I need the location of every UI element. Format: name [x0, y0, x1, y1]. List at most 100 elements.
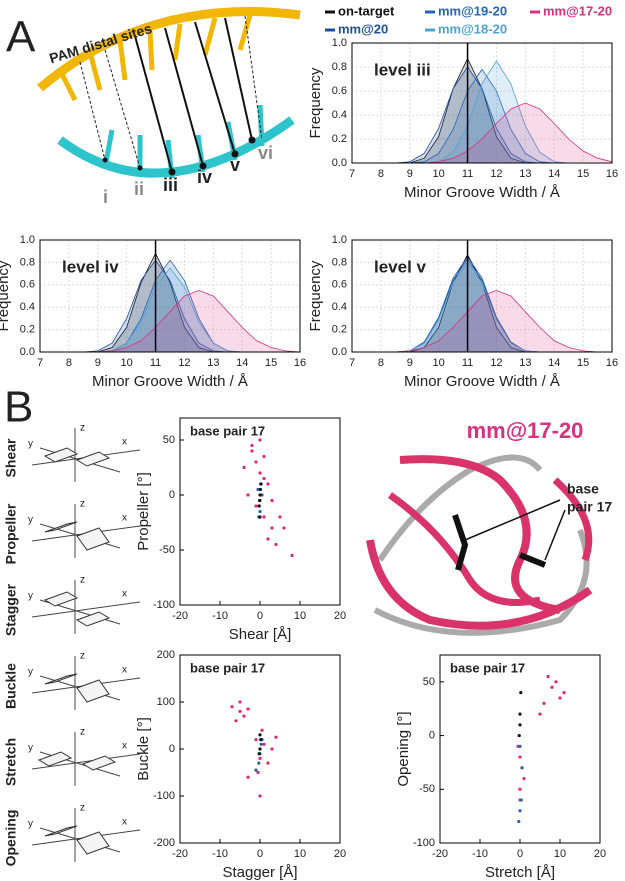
scatter-point [538, 712, 542, 716]
x-tick-label: 12 [490, 168, 502, 180]
plate [43, 591, 79, 607]
axis-letter: x [122, 513, 127, 524]
x-tick-label: 14 [548, 357, 560, 369]
structure-title: mm@17-20 [467, 418, 584, 443]
scatter-point [234, 719, 238, 723]
plate [44, 673, 78, 685]
x-tick-label: -20 [172, 610, 188, 622]
x-tick-label: 9 [407, 168, 413, 180]
x-tick-label: 16 [294, 357, 306, 369]
y-axis-label: Frequency [0, 260, 12, 331]
y-axis-label: Opening [°] [395, 711, 412, 786]
x-axis-label: Stagger [Å] [222, 864, 297, 881]
plot-frame [179, 417, 341, 606]
y-tick-label: 0.0 [332, 346, 347, 358]
scatter-point [520, 766, 524, 770]
plot-frame [351, 42, 613, 164]
x-tick-label: 12 [178, 357, 190, 369]
y-tick-label: 0.8 [332, 256, 347, 268]
scatter-point [242, 465, 246, 470]
scatter-point [246, 707, 250, 711]
x-tick-label: 11 [462, 168, 473, 180]
scatter-point [258, 515, 262, 519]
x-axis-label: Stretch [Å] [485, 864, 555, 881]
axis-line [31, 601, 141, 618]
scatter-point [254, 738, 258, 742]
scatter-point [274, 542, 278, 547]
x-tick-label: 13 [519, 168, 531, 180]
plate [75, 611, 111, 627]
x-tick-label: 16 [606, 168, 618, 180]
parameter-label: Shear [3, 438, 19, 477]
scatter-point [266, 482, 270, 486]
x-tick-label: 0 [517, 848, 523, 860]
scatter-point [238, 709, 242, 714]
y-tick-label: 0.8 [332, 61, 347, 73]
scatter-point [518, 712, 522, 716]
y-tick-label: 0.6 [332, 279, 347, 291]
legend-label: mm@18-20 [438, 21, 507, 36]
scatter-point [522, 776, 526, 781]
scatter-point [258, 794, 262, 798]
x-tick-label: 16 [606, 357, 618, 369]
y-tick-label: 0.6 [332, 85, 347, 97]
y-tick-label: 200 [157, 649, 175, 661]
annotation: base pair 17 [190, 660, 265, 675]
scatter-point [262, 515, 266, 519]
y-tick-label: 0.4 [332, 109, 347, 121]
scatter-point [290, 553, 294, 558]
annotation: base pair 17 [450, 660, 525, 675]
y-tick-label: -100 [413, 837, 435, 849]
x-axis-label: Minor Groove Width / Å [404, 184, 560, 201]
x-tick-label: 9 [407, 357, 413, 369]
y-tick-label: 0.2 [20, 324, 35, 336]
x-tick-label: 20 [334, 848, 346, 860]
axis-letter: y [28, 743, 33, 754]
y-tick-label: 0.4 [332, 301, 347, 313]
y-tick-label: 100 [157, 696, 175, 708]
y-axis-label: Buckle [°] [135, 717, 152, 781]
scatter-point [257, 752, 261, 756]
scatter-point [260, 728, 264, 732]
scatter-point [258, 471, 262, 475]
scatter-point [259, 742, 263, 746]
plate [81, 755, 117, 771]
y-tick-label: 0 [169, 489, 175, 501]
y-tick-label: 1.0 [20, 234, 35, 246]
axis-letter: y [28, 439, 33, 450]
scatter-point [270, 526, 274, 530]
y-axis-label: Frequency [307, 67, 324, 138]
x-tick-label: 10 [121, 357, 133, 369]
axis-letter: x [122, 589, 127, 600]
scatter-point [274, 735, 278, 739]
x-tick-label: 15 [265, 357, 277, 369]
scatter-point [256, 487, 260, 492]
y-tick-label: 50 [163, 434, 175, 446]
plate [75, 451, 111, 467]
scatter-point [518, 723, 522, 727]
x-tick-label: 15 [577, 357, 589, 369]
annotation: level v [374, 257, 427, 276]
dna-illustration [37, 6, 301, 179]
axis-letter: y [28, 667, 33, 678]
plate [76, 831, 110, 855]
parameter-label: Stretch [3, 738, 19, 786]
scatter-point [250, 443, 254, 448]
x-tick-label: 9 [95, 357, 101, 369]
scatter-point [257, 504, 261, 508]
x-tick-label: 14 [236, 357, 248, 369]
scatter-point [266, 537, 270, 541]
x-tick-label: -10 [212, 610, 228, 622]
scatter-point [230, 705, 234, 709]
scatter-point [258, 487, 262, 492]
axis-letter: x [122, 437, 127, 448]
x-tick-label: 14 [548, 168, 560, 180]
scatter-point [518, 744, 522, 748]
structure-label: base [567, 481, 599, 497]
panel-label: A [6, 13, 36, 62]
plot-frame [351, 239, 613, 353]
scatter-point [246, 775, 250, 779]
axis-letter: z [80, 803, 85, 814]
y-tick-label: 0.6 [20, 279, 35, 291]
x-tick-label: -10 [472, 848, 488, 860]
